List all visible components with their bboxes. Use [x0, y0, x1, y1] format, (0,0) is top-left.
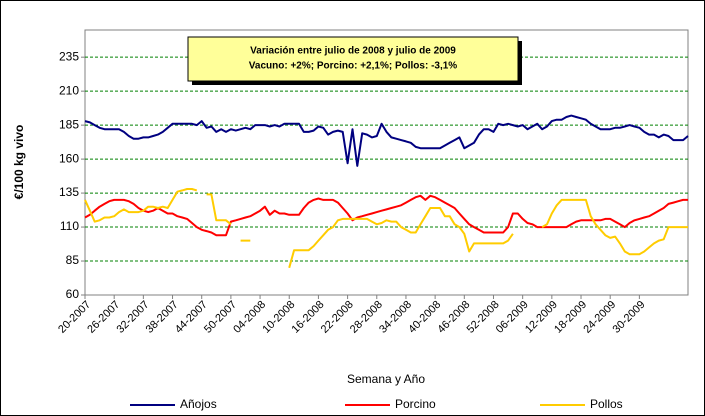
annotation: Variación entre julio de 2008 y julio de… — [250, 46, 456, 57]
series-line — [84, 114, 689, 167]
y-tick-label: 110 — [60, 219, 79, 233]
series-line — [84, 194, 688, 237]
legend-label: Añojos — [180, 397, 217, 411]
y-tick-label: 185 — [59, 117, 79, 131]
annotation: Vacuno: +2%; Porcino: +2,1%; Pollos: -3,… — [249, 61, 457, 72]
y-tick-label: 135 — [59, 185, 79, 199]
legend-label: Pollos — [590, 397, 623, 411]
y-tick-label: 60 — [66, 287, 80, 301]
x-axis-label: Semana y Año — [347, 372, 425, 386]
y-axis-label: €/100 kg vivo — [12, 125, 26, 200]
y-tick-label: 85 — [66, 253, 80, 267]
y-tick-label: 210 — [59, 83, 79, 97]
y-tick-label: 235 — [59, 49, 79, 63]
legend-label: Porcino — [395, 397, 436, 411]
annotation-box — [187, 36, 519, 82]
series-line — [84, 188, 688, 269]
y-tick-label: 160 — [59, 151, 79, 165]
